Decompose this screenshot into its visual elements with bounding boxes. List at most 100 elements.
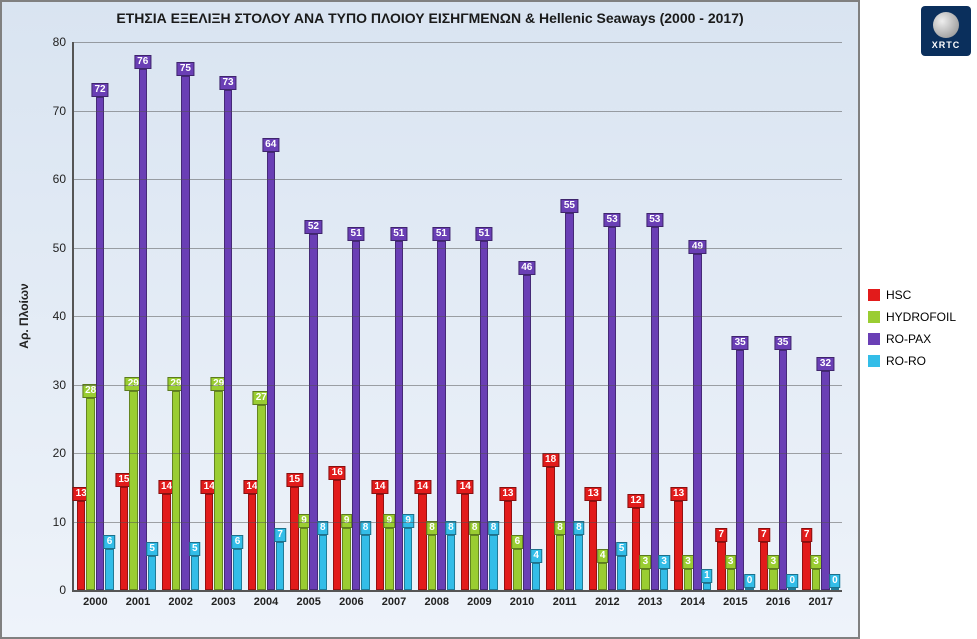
legend-item: HSC (868, 288, 956, 302)
bar: 3 (769, 569, 777, 590)
bar: 28 (86, 398, 94, 590)
bar: 5 (191, 556, 199, 590)
bar-value-label: 0 (786, 574, 798, 588)
bar: 4 (598, 563, 606, 590)
bar: 5 (617, 556, 625, 590)
y-tick-label: 80 (53, 35, 74, 49)
bar: 29 (172, 391, 180, 590)
x-tick-label: 2005 (296, 596, 320, 608)
bar-value-label: 13 (499, 487, 516, 501)
bar: 29 (214, 391, 222, 590)
bar: 8 (575, 535, 583, 590)
bar: 6 (105, 549, 113, 590)
bar-value-label: 5 (189, 542, 201, 556)
bar: 53 (608, 227, 616, 590)
x-tick-label: 2003 (211, 596, 235, 608)
y-tick-label: 60 (53, 172, 74, 186)
bar-value-label: 8 (469, 521, 481, 535)
bar-value-label: 8 (554, 521, 566, 535)
bar-value-label: 5 (616, 542, 628, 556)
bar: 46 (523, 275, 531, 590)
bar-value-label: 0 (744, 574, 756, 588)
bar-value-label: 5 (146, 542, 158, 556)
y-tick-label: 0 (59, 583, 74, 597)
side-panel: XRTC HSCHYDROFOILRO-PAXRO-RO (860, 0, 977, 639)
logo-badge: XRTC (921, 6, 971, 56)
bar: 13 (77, 501, 85, 590)
x-tick-label: 2000 (83, 596, 107, 608)
bar-value-label: 4 (530, 549, 542, 563)
bar-value-label: 46 (518, 261, 535, 275)
x-tick-label: 2009 (467, 596, 491, 608)
bar: 14 (376, 494, 384, 590)
bar-value-label: 8 (445, 521, 457, 535)
bar: 8 (556, 535, 564, 590)
bar-value-label: 3 (810, 555, 822, 569)
legend-swatch (868, 333, 880, 345)
bar-value-label: 13 (585, 487, 602, 501)
bar-value-label: 6 (232, 535, 244, 549)
gridline (74, 248, 842, 249)
bar-value-label: 18 (542, 453, 559, 467)
gridline (74, 42, 842, 43)
y-tick-label: 30 (53, 378, 74, 392)
bar-value-label: 14 (414, 480, 431, 494)
bar: 32 (821, 371, 829, 590)
bar: 52 (309, 234, 317, 590)
legend-label: HYDROFOIL (886, 310, 956, 324)
bar-value-label: 75 (177, 62, 194, 76)
bar-value-label: 7 (801, 528, 813, 542)
bar-value-label: 35 (732, 336, 749, 350)
x-tick-label: 2001 (126, 596, 150, 608)
bar-value-label: 12 (627, 494, 644, 508)
bar: 15 (120, 487, 128, 590)
legend-swatch (868, 355, 880, 367)
bar: 35 (779, 350, 787, 590)
bar: 9 (404, 528, 412, 590)
x-tick-label: 2007 (382, 596, 406, 608)
bar: 6 (513, 549, 521, 590)
bar-value-label: 51 (348, 227, 365, 241)
y-axis-label: Αρ. Πλοίων (17, 283, 31, 348)
legend-label: HSC (886, 288, 911, 302)
bar: 8 (470, 535, 478, 590)
bar-value-label: 13 (670, 487, 687, 501)
bar-value-label: 51 (433, 227, 450, 241)
bar-value-label: 55 (561, 199, 578, 213)
bar: 76 (139, 69, 147, 590)
container: ΕΤΗΣΙΑ ΕΞΕΛΙΞΗ ΣΤΟΛΟΥ ΑΝΑ ΤΥΠΟ ΠΛΟΙΟΥ ΕΙ… (0, 0, 977, 639)
bar: 51 (352, 241, 360, 590)
bar: 5 (148, 556, 156, 590)
bar: 72 (96, 97, 104, 590)
bar: 29 (129, 391, 137, 590)
x-tick-label: 2014 (680, 596, 704, 608)
bar: 8 (428, 535, 436, 590)
gridline (74, 385, 842, 386)
x-tick-label: 2015 (723, 596, 747, 608)
gridline (74, 316, 842, 317)
x-tick-label: 2013 (638, 596, 662, 608)
bar: 35 (736, 350, 744, 590)
bar: 0 (745, 588, 753, 590)
bar: 14 (461, 494, 469, 590)
bar: 51 (480, 241, 488, 590)
bar: 8 (489, 535, 497, 590)
bar: 6 (233, 549, 241, 590)
bar-value-label: 8 (573, 521, 585, 535)
x-tick-label: 2006 (339, 596, 363, 608)
bar: 73 (224, 90, 232, 590)
bar: 49 (693, 254, 701, 590)
bar: 9 (385, 528, 393, 590)
bar-value-label: 3 (658, 555, 670, 569)
gridline (74, 111, 842, 112)
bar: 12 (632, 508, 640, 590)
bar-value-label: 76 (134, 55, 151, 69)
legend: HSCHYDROFOILRO-PAXRO-RO (868, 280, 956, 376)
bar-value-label: 8 (317, 521, 329, 535)
bar-value-label: 6 (104, 535, 116, 549)
bar-value-label: 51 (476, 227, 493, 241)
y-tick-label: 40 (53, 309, 74, 323)
bar-value-label: 32 (817, 357, 834, 371)
bar-value-label: 53 (646, 213, 663, 227)
logo-text: XRTC (932, 40, 961, 50)
